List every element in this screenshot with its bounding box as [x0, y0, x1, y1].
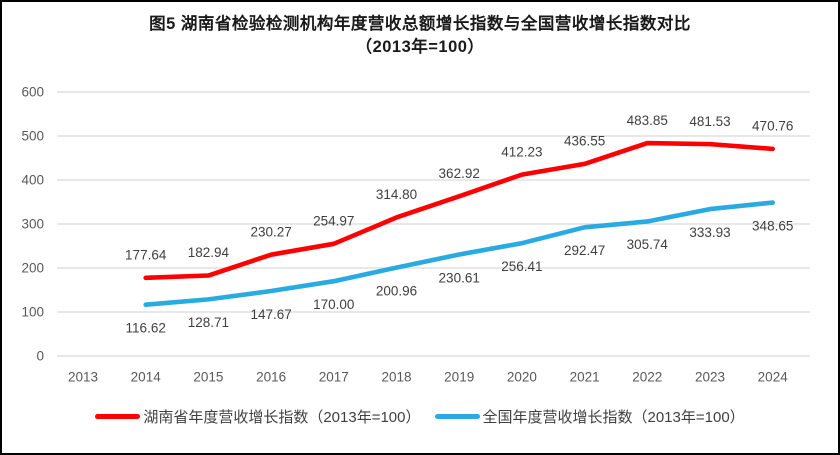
- y-tick-label: 100: [21, 305, 44, 320]
- legend-label-hunan: 湖南省年度营收增长指数（2013年=100）: [143, 409, 421, 426]
- y-tick-label: 200: [21, 261, 44, 276]
- y-tick-label: 300: [21, 217, 44, 232]
- x-tick-label: 2016: [256, 370, 286, 385]
- data-label-0: 362.92: [439, 166, 480, 181]
- x-tick-label: 2015: [193, 370, 223, 385]
- chart-title-line2: （2013年=100）: [355, 38, 485, 56]
- legend-item-national: 全国年度营收增长指数（2013年=100）: [434, 406, 745, 427]
- x-tick-label: 2014: [131, 370, 162, 385]
- data-label-1: 147.67: [250, 307, 291, 322]
- x-tick-label: 2019: [444, 370, 474, 385]
- data-label-0: 314.80: [376, 187, 417, 202]
- chart-legend: 湖南省年度营收增长指数（2013年=100） 全国年度营收增长指数（2013年=…: [0, 406, 840, 427]
- x-tick-label: 2022: [632, 370, 662, 385]
- data-label-1: 200.96: [376, 283, 417, 298]
- legend-label-national: 全国年度营收增长指数（2013年=100）: [482, 409, 745, 426]
- legend-swatch-hunan: [95, 414, 141, 419]
- x-tick-label: 2017: [319, 370, 349, 385]
- data-label-0: 483.85: [627, 113, 668, 128]
- x-tick-label: 2024: [758, 370, 789, 385]
- data-label-0: 230.27: [250, 224, 291, 239]
- y-tick-label: 0: [36, 349, 44, 364]
- data-label-1: 292.47: [564, 243, 605, 258]
- data-label-0: 182.94: [188, 245, 230, 260]
- data-label-1: 333.93: [689, 225, 730, 240]
- data-label-1: 170.00: [313, 297, 354, 312]
- chart-title: 图5 湖南省检验检测机构年度营收总额增长指数与全国营收增长指数对比 （2013年…: [0, 13, 840, 59]
- data-label-0: 177.64: [125, 248, 167, 263]
- legend-swatch-national: [434, 414, 480, 419]
- y-tick-label: 500: [21, 129, 44, 144]
- legend-item-hunan: 湖南省年度营收增长指数（2013年=100）: [95, 406, 421, 427]
- series-line-0: [143, 140, 776, 281]
- series-line-1: [143, 200, 776, 307]
- chart-title-line1: 图5 湖南省检验检测机构年度营收总额增长指数与全国营收增长指数对比: [149, 15, 691, 33]
- data-label-1: 116.62: [126, 320, 166, 335]
- data-label-0: 481.53: [689, 114, 730, 129]
- y-tick-label: 600: [21, 85, 44, 100]
- x-tick-label: 2020: [507, 370, 537, 385]
- data-label-1: 348.65: [752, 218, 793, 233]
- y-tick-label: 400: [21, 173, 44, 188]
- x-tick-label: 2013: [68, 370, 98, 385]
- x-tick-label: 2023: [695, 370, 725, 385]
- x-tick-label: 2018: [381, 370, 411, 385]
- data-label-0: 470.76: [752, 119, 793, 134]
- data-label-0: 254.97: [313, 214, 354, 229]
- data-label-1: 305.74: [627, 237, 669, 252]
- data-label-0: 436.55: [564, 134, 605, 149]
- data-label-1: 230.61: [439, 270, 480, 285]
- data-label-1: 128.71: [188, 315, 229, 330]
- data-label-1: 256.41: [501, 259, 542, 274]
- x-tick-label: 2021: [570, 370, 600, 385]
- data-label-0: 412.23: [501, 144, 542, 159]
